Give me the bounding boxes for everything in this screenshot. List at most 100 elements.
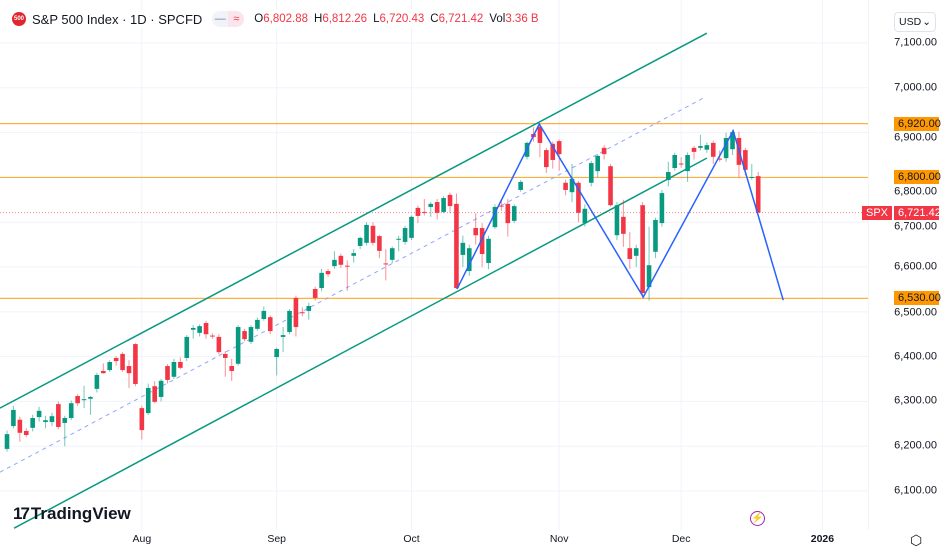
candle-body: [216, 336, 222, 353]
settings-icon[interactable]: ⬡: [910, 532, 923, 548]
price-tick-label: 6,400.00: [894, 350, 937, 363]
candle: [293, 295, 299, 337]
candle: [704, 142, 710, 153]
candle: [68, 400, 74, 421]
channel-lower-line: [13, 157, 708, 529]
candle: [730, 129, 735, 156]
candle-body: [537, 126, 543, 143]
candle: [473, 213, 479, 245]
candle: [505, 198, 511, 237]
minus-icon[interactable]: —: [214, 13, 226, 25]
tradingview-logo[interactable]: 17 TradingView: [13, 504, 131, 524]
candle: [190, 325, 196, 339]
candle-body: [68, 403, 74, 418]
candle: [43, 415, 48, 429]
candle: [210, 333, 215, 339]
candle-body: [344, 265, 350, 267]
candle: [62, 415, 68, 447]
candle-body: [678, 163, 684, 165]
candle-body: [640, 205, 645, 294]
candle-body: [743, 150, 748, 170]
candle-body: [383, 263, 389, 265]
candle-body: [492, 206, 498, 228]
candle-body: [43, 420, 48, 423]
candle-body: [17, 419, 23, 433]
high-value: 6,812.26: [322, 13, 368, 25]
candle: [537, 123, 543, 158]
price-tick-label: 6,300.00: [894, 394, 937, 407]
lightning-icon[interactable]: ⚡: [750, 511, 765, 526]
candle: [454, 193, 459, 289]
candle-body: [306, 305, 312, 311]
candle-body: [428, 203, 434, 207]
currency-dropdown[interactable]: USD ⌄: [894, 12, 936, 32]
candle-body: [30, 417, 35, 428]
channel-upper-line: [0, 32, 708, 409]
candle: [261, 306, 267, 321]
candle: [4, 430, 10, 452]
price-tick-label: 6,800.00: [894, 185, 937, 198]
candle-body: [563, 182, 568, 190]
symbol-tag: SPX: [861, 205, 892, 220]
candle-body: [704, 145, 710, 150]
candle-body: [621, 216, 626, 234]
candle-body: [23, 430, 29, 436]
volume-value: 3.36 B: [505, 13, 539, 25]
candle: [216, 334, 222, 355]
candle-body: [325, 271, 331, 275]
chart-mode-toggle[interactable]: — ≈: [212, 11, 245, 27]
candle-body: [595, 155, 600, 172]
candle: [357, 236, 363, 250]
candle-body: [755, 176, 761, 213]
candle: [56, 401, 61, 430]
candle: [640, 202, 645, 299]
approx-icon[interactable]: ≈: [228, 11, 245, 27]
price-tick-label: 6,200.00: [894, 439, 937, 452]
candle: [255, 317, 260, 331]
candle-body: [473, 228, 479, 236]
candle-body: [633, 248, 639, 256]
candle-body: [267, 317, 273, 332]
close-label: C: [430, 13, 439, 25]
candle: [306, 302, 312, 320]
candle-body: [94, 374, 100, 389]
candle-body: [460, 242, 466, 255]
candle: [492, 204, 498, 229]
candle: [312, 286, 318, 301]
candle: [145, 383, 151, 415]
candle-body: [466, 248, 472, 272]
candle: [447, 192, 453, 214]
candle-body: [126, 366, 132, 374]
candle-body: [370, 225, 376, 243]
price-tick-label: 6,500.00: [894, 306, 937, 319]
zigzag-pattern-line: [456, 122, 784, 301]
candle-body: [274, 349, 279, 358]
symbol-title[interactable]: S&P 500 Index · 1D · SPCFD: [32, 11, 203, 27]
candle-body: [550, 143, 556, 160]
candle-body: [544, 150, 549, 168]
candle-body: [152, 386, 157, 402]
candle-body: [120, 353, 125, 371]
candle: [422, 198, 427, 216]
time-tick-label: Oct: [403, 533, 420, 545]
candle-body: [749, 176, 755, 178]
candle-body: [415, 207, 421, 216]
time-tick-label: 2026: [810, 533, 835, 545]
candle: [402, 225, 408, 245]
candle-body: [139, 408, 145, 431]
candle-body: [62, 417, 68, 423]
level-price-tag: 6,920.00: [894, 116, 941, 131]
candle: [49, 412, 55, 427]
candle: [678, 157, 684, 168]
candle: [126, 360, 132, 388]
candle: [332, 251, 337, 269]
candle-body: [197, 326, 202, 333]
open-value: 6,802.88: [263, 13, 308, 25]
candle-body: [582, 208, 588, 224]
price-chart[interactable]: [0, 0, 868, 530]
candle-body: [518, 181, 523, 190]
candle: [608, 163, 613, 207]
candle: [428, 202, 434, 217]
candle-body: [730, 132, 735, 150]
candle: [184, 335, 190, 362]
